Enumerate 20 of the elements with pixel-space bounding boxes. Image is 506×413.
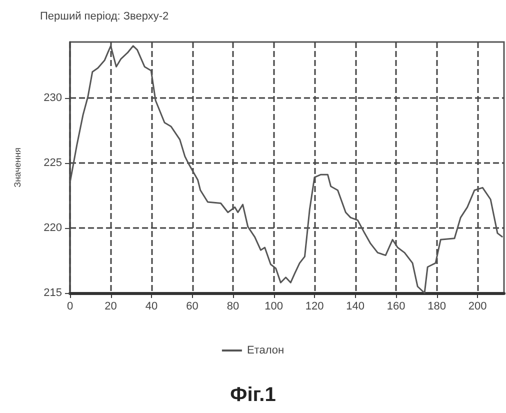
legend-label: Еталон [246, 344, 284, 356]
y-tick-label: 230 [44, 92, 62, 104]
y-tick-label: 220 [44, 222, 62, 234]
x-tick-label: 180 [428, 300, 446, 312]
x-tick-label: 140 [346, 300, 364, 312]
y-tick-label: 225 [44, 156, 62, 169]
y-axis-title: Значення [12, 148, 22, 188]
x-tick-label: 20 [104, 300, 117, 312]
x-tick-label: 80 [226, 300, 240, 312]
line-series [69, 45, 504, 294]
x-tick-label: 40 [145, 300, 158, 312]
x-tick-label: 200 [468, 300, 487, 312]
x-tick-label: 0 [66, 300, 74, 312]
y-tick-label: 215 [44, 287, 62, 299]
x-tick-label: 120 [305, 300, 324, 312]
x-tick-label: 160 [386, 300, 406, 312]
x-tick-label: 100 [264, 300, 283, 312]
x-tick-label: 60 [186, 300, 198, 312]
text: Фіг.1 [230, 384, 276, 406]
chart-title: Перший період: Зверху-2 [40, 10, 169, 22]
